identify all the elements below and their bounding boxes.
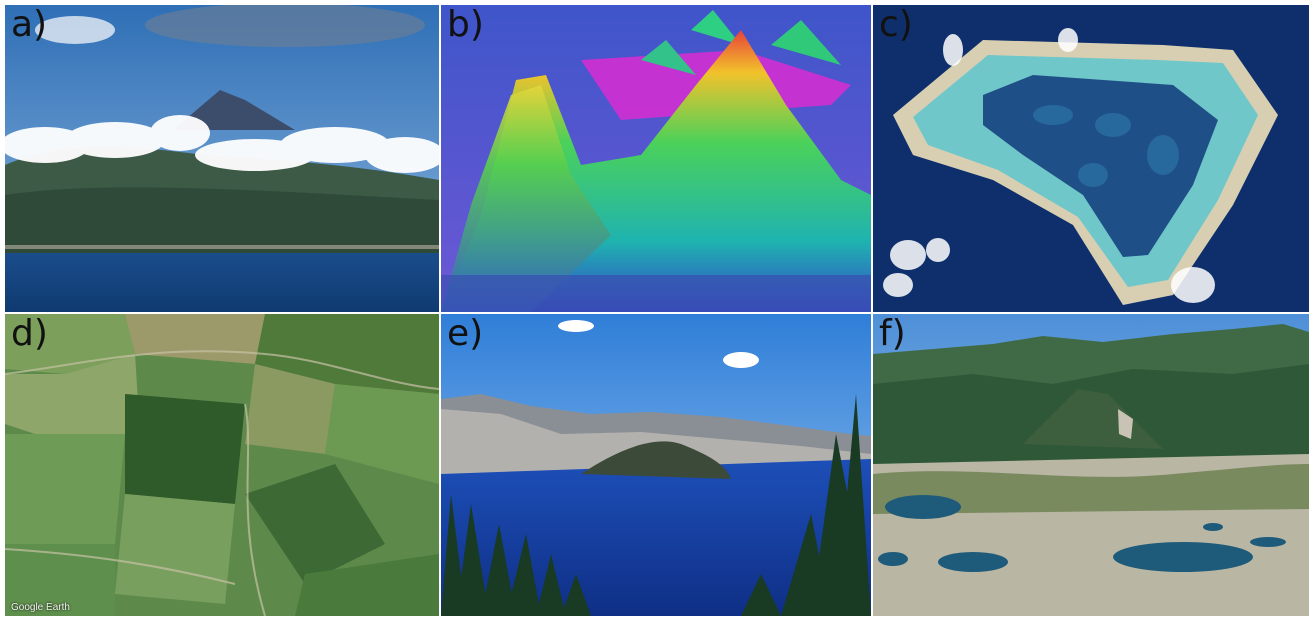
panel-a: a)	[5, 5, 439, 312]
farmland-aerial-photo	[5, 314, 439, 616]
panel-f: f)	[873, 314, 1309, 616]
bathymetry-render	[441, 5, 871, 312]
panel-e: e)	[441, 314, 871, 616]
crater-lake-photo	[441, 314, 871, 616]
panel-label-c: c)	[879, 5, 913, 45]
volcano-island-photo	[5, 5, 439, 312]
panel-d: d) Google Earth	[5, 314, 439, 616]
image-credit: Google Earth	[11, 602, 70, 613]
alpine-tarns-photo	[873, 314, 1309, 616]
panel-label-a: a)	[11, 5, 48, 45]
panel-label-b: b)	[447, 5, 484, 45]
atoll-satellite-image	[873, 5, 1309, 312]
panel-c: c)	[873, 5, 1309, 312]
panel-label-f: f)	[879, 314, 906, 354]
panel-b: b)	[441, 5, 871, 312]
panel-label-e: e)	[447, 314, 484, 354]
panel-label-d: d)	[11, 314, 48, 354]
